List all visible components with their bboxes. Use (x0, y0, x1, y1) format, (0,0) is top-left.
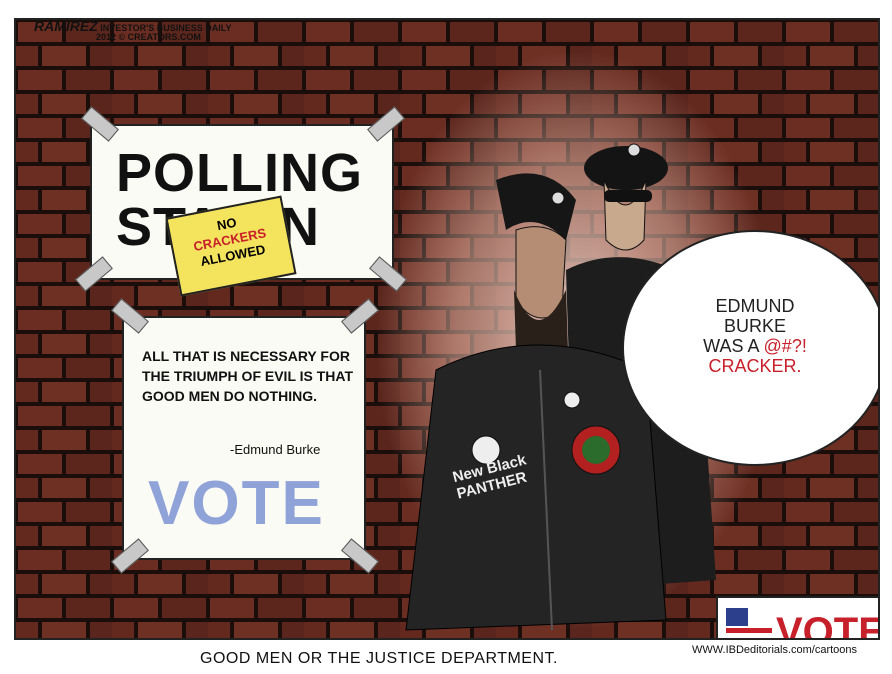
signature-name: RAMIREZ (34, 18, 98, 34)
cartoon-caption: GOOD MEN OR THE JUSTICE DEPARTMENT. (200, 650, 558, 667)
artist-signature: RAMIREZ INVESTOR'S BUSINESS DAILY 2012 ©… (34, 20, 232, 42)
polling-sign-line-1: POLLING (116, 143, 363, 203)
bubble-expletive: @#?! (763, 336, 807, 356)
cartoon-panel: New Black PANTHER RAMIREZ INVESTOR'S BUS… (14, 18, 880, 640)
burke-quote: ALL THAT IS NECESSARY FOR THE TRIUMPH OF… (142, 348, 354, 404)
burke-quote-sign: ALL THAT IS NECESSARY FOR THE TRIUMPH OF… (122, 316, 366, 560)
bubble-line-3: WAS A @#?! (624, 336, 878, 356)
bubble-line-4: CRACKER. (708, 356, 802, 376)
signature-line-2: 2012 © CREATORS.COM (96, 32, 201, 42)
vote-here-sign: VOTE (716, 596, 880, 640)
signature-line-1: INVESTOR'S BUSINESS DAILY (100, 23, 232, 33)
bubble-line-2: BURKE (723, 316, 786, 336)
burke-attribution: -Edmund Burke (230, 442, 321, 457)
bubble-line-1: EDMUND (715, 296, 795, 316)
front-figure (405, 173, 667, 631)
burke-vote: VOTE (148, 469, 325, 538)
flag-icon (726, 608, 772, 638)
speech-bubble-text: EDMUND BURKE WAS A @#?! CRACKER. (624, 296, 878, 376)
vote-badge-label: VOTE (776, 610, 880, 640)
speech-bubble: EDMUND BURKE WAS A @#?! CRACKER. (622, 230, 878, 466)
bubble-line-3-prefix: WAS A (703, 336, 764, 356)
source-url: WWW.IBDeditorials.com/cartoons (692, 644, 858, 656)
